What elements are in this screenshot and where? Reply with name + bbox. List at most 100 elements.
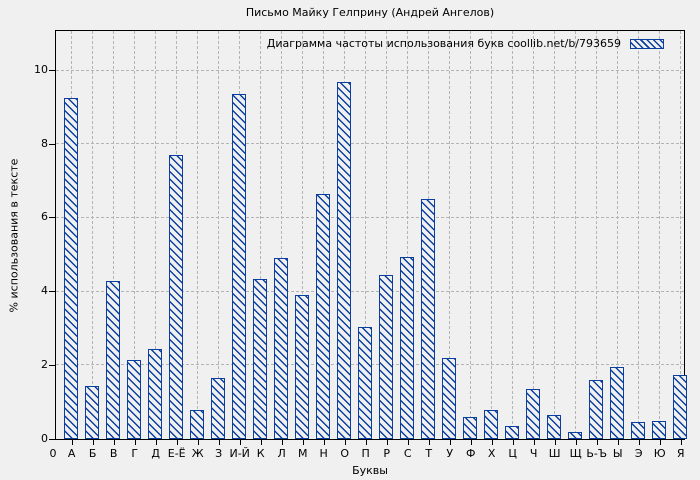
x-axis-tick [407, 440, 409, 445]
x-axis-tick [155, 440, 157, 445]
x-gridline [512, 31, 514, 439]
x-tick-label: Ц [508, 447, 517, 460]
x-tick-label: Щ [569, 447, 582, 460]
x-gridline [134, 31, 136, 439]
y-gridline [56, 290, 684, 292]
x-axis-label: Буквы [352, 464, 388, 477]
bar-Х [483, 409, 499, 439]
y-axis-tick [49, 364, 55, 366]
bar-К [252, 278, 268, 439]
bar-А [63, 98, 79, 439]
y-tick-label: 0 [41, 431, 48, 445]
x-origin-label: 0 [49, 447, 57, 460]
x-gridline [470, 31, 472, 439]
x-tick-label: Ы [612, 447, 623, 460]
x-tick-label: Ь-Ъ [586, 447, 608, 460]
x-gridline [197, 31, 199, 439]
x-tick-label: Э [634, 447, 643, 460]
x-axis-tick [428, 440, 430, 445]
bar-М [294, 295, 310, 439]
x-tick-label: О [340, 447, 350, 460]
y-tick-label: 8 [41, 136, 48, 150]
x-axis-tick [92, 440, 94, 445]
x-gridline [491, 31, 493, 439]
legend: Диаграмма частоты использования букв coo… [267, 37, 664, 50]
x-axis-tick [71, 440, 73, 445]
bar-У [441, 357, 457, 439]
x-gridline [92, 31, 94, 439]
x-axis-tick [218, 440, 220, 445]
x-tick-label: Т [425, 447, 433, 460]
x-axis-tick [680, 440, 682, 445]
x-axis-tick [617, 440, 619, 445]
y-tick-label: 4 [41, 284, 48, 298]
x-tick-label: Л [277, 447, 286, 460]
y-axis-tick [49, 217, 55, 219]
bar-Н [315, 193, 331, 439]
bar-Я [672, 374, 688, 439]
x-axis-tick [470, 440, 472, 445]
bar-Ю [651, 420, 667, 439]
x-axis-tick [344, 440, 346, 445]
x-axis-tick [197, 440, 199, 445]
x-gridline [281, 31, 283, 439]
x-axis-tick [260, 440, 262, 445]
x-gridline [554, 31, 556, 439]
x-gridline [575, 31, 577, 439]
x-axis-tick [491, 440, 493, 445]
x-axis-tick [302, 440, 304, 445]
x-tick-label: Ш [548, 447, 561, 460]
x-axis-tick [512, 440, 514, 445]
x-tick-label: У [446, 447, 454, 460]
x-axis-tick [281, 440, 283, 445]
y-axis-tick [49, 70, 55, 71]
x-gridline [596, 31, 598, 439]
x-tick-label: Н [319, 447, 328, 460]
x-gridline [533, 31, 535, 439]
x-tick-label: Д [151, 447, 160, 460]
x-tick-label: Е-Ё [167, 447, 186, 460]
x-tick-label: И-Й [229, 447, 250, 460]
x-gridline [617, 31, 619, 439]
x-tick-label: Ч [529, 447, 538, 460]
legend-swatch-hatched-bar-icon [630, 38, 664, 49]
bar-С [399, 256, 415, 439]
x-axis-tick [113, 440, 115, 445]
bar-З [210, 378, 226, 439]
y-axis-tick [49, 143, 55, 145]
x-tick-label: Б [88, 447, 97, 460]
x-axis-tick [533, 440, 535, 445]
bar-Ь-Ъ [588, 380, 604, 439]
x-axis-tick [365, 440, 367, 445]
x-gridline [449, 31, 451, 439]
x-tick-label: А [67, 447, 76, 460]
x-gridline [638, 31, 640, 439]
x-tick-label: П [361, 447, 370, 460]
bar-Ф [462, 416, 478, 439]
y-axis-tick [49, 438, 55, 440]
bar-О [336, 81, 352, 439]
y-gridline [56, 216, 684, 218]
x-axis-tick [659, 440, 661, 445]
x-axis-tick [323, 440, 325, 445]
bar-Ч [525, 389, 541, 439]
x-gridline [260, 31, 262, 439]
x-gridline [680, 31, 682, 439]
bar-Э [630, 422, 646, 439]
y-gridline [56, 143, 684, 145]
bar-Р [378, 275, 394, 439]
x-tick-label: Ф [465, 447, 476, 460]
x-axis-tick [386, 440, 388, 445]
x-axis-tick [239, 440, 241, 445]
x-tick-label: Я [676, 447, 685, 460]
bar-Ц [504, 426, 520, 439]
x-tick-label: Р [383, 447, 390, 460]
bar-П [357, 326, 373, 439]
bar-Ш [546, 415, 562, 439]
bar-Е-Ё [168, 155, 184, 439]
x-tick-label: В [109, 447, 118, 460]
bar-Б [84, 385, 100, 439]
x-axis-tick [554, 440, 556, 445]
bar-Г [126, 359, 142, 439]
